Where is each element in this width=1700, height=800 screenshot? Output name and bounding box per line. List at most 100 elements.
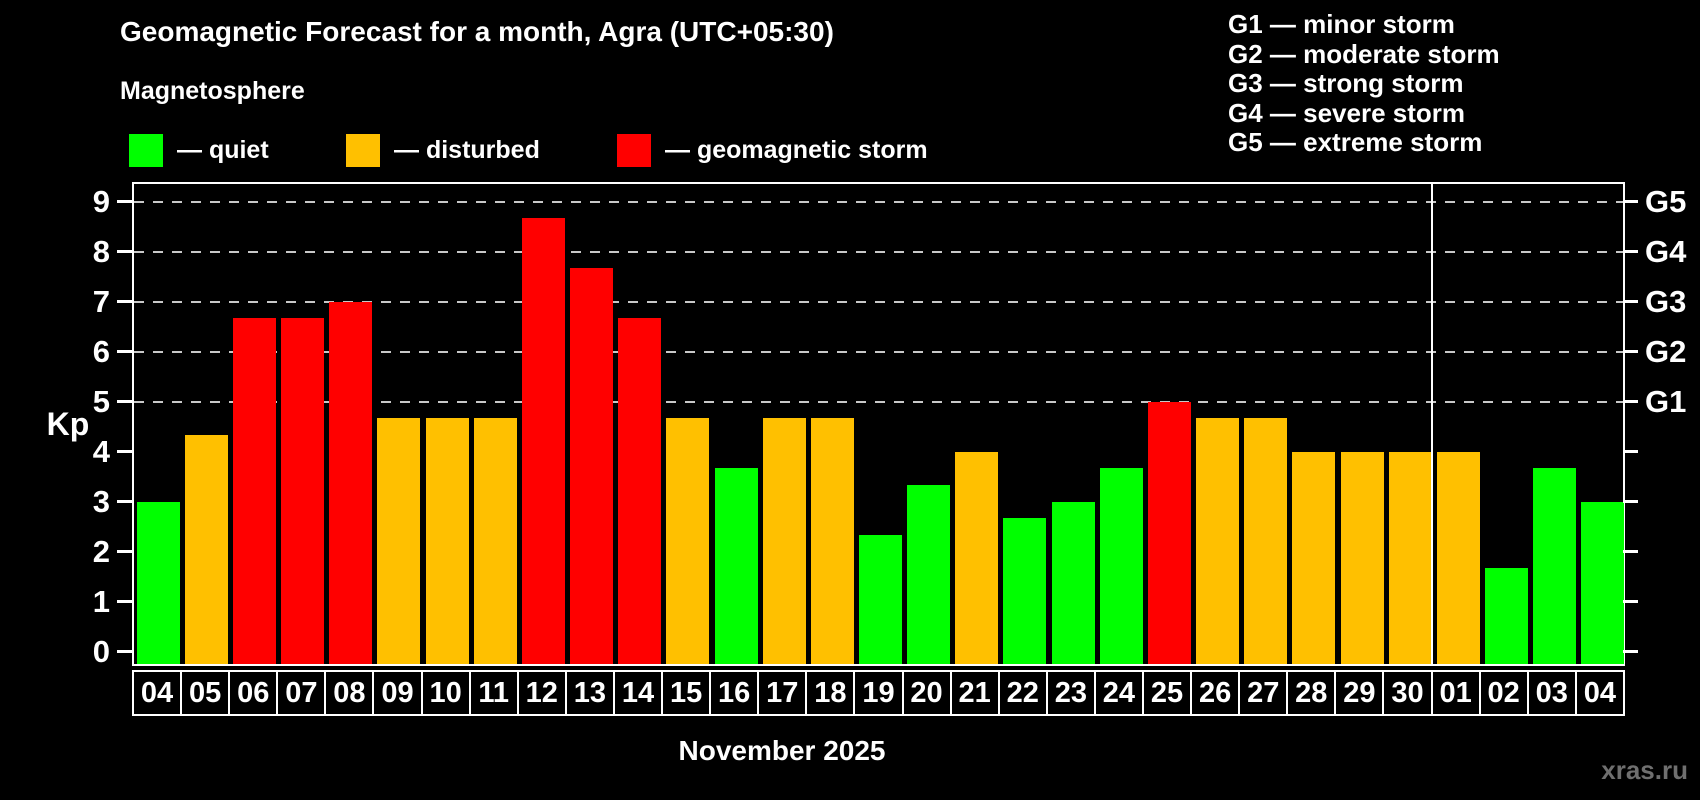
legend-item-quiet: — quiet (129, 134, 269, 167)
bar-day-17 (762, 418, 806, 664)
g-scale-legend: G1 — minor storm G2 — moderate storm G3 … (1228, 9, 1500, 158)
y-tick-label-5: 5 (92, 383, 110, 419)
bar-day-10 (425, 418, 469, 664)
right-axis-tick (1623, 400, 1638, 404)
day-label-20: 20 (901, 670, 952, 716)
bar-day-29 (1340, 451, 1384, 664)
g1-legend-line: G1 — minor storm (1228, 9, 1455, 39)
day-label-28: 28 (1286, 670, 1337, 716)
right-axis-tick (1623, 650, 1638, 654)
y-tick-label-4: 4 (92, 433, 110, 469)
day-label-01: 01 (1430, 670, 1481, 716)
bar-day-03 (1533, 468, 1577, 664)
bar-day-21 (955, 451, 999, 664)
day-label-12: 12 (516, 670, 567, 716)
bar-day-19 (859, 535, 902, 664)
day-label-07: 07 (276, 670, 327, 716)
bar-day-09 (377, 418, 421, 664)
legend-label-disturbed: — disturbed (394, 136, 540, 164)
month-label: November 2025 (678, 735, 886, 766)
y-tick-label-1: 1 (92, 583, 110, 619)
g3-legend-line: G3 — strong storm (1228, 68, 1464, 99)
grid-line-kp7 (134, 300, 1623, 303)
y-axis-tick (117, 250, 132, 254)
y-axis-tick (117, 600, 132, 604)
g4-legend-line: G4 — severe storm (1228, 97, 1466, 128)
day-label-05: 05 (180, 670, 231, 716)
plot-frame (132, 182, 1625, 666)
bar-day-20 (907, 485, 951, 664)
right-axis-tick (1623, 300, 1638, 304)
right-axis-tick (1623, 200, 1638, 204)
g2-legend-line: G2 — moderate storm (1228, 38, 1500, 69)
day-label-30: 30 (1382, 670, 1433, 716)
day-label-11: 11 (468, 670, 519, 716)
day-label-10: 10 (420, 670, 471, 716)
bar-day-22 (1003, 518, 1047, 664)
y-axis-tick (117, 500, 132, 504)
day-label-04: 04 (132, 670, 183, 716)
y-tick-label-3: 3 (92, 483, 110, 519)
y-tick-label-2: 2 (92, 533, 110, 569)
y-axis-tick (117, 650, 132, 654)
day-label-09: 09 (372, 670, 423, 716)
right-axis-tick (1623, 450, 1638, 454)
y-tick-label-9: 9 (92, 183, 110, 219)
bar-day-13 (570, 268, 614, 664)
g-level-label-g2: G2 (1645, 333, 1687, 369)
g-level-label-g5: G5 (1645, 183, 1687, 219)
day-label-04: 04 (1574, 670, 1625, 716)
day-label-25: 25 (1141, 670, 1193, 716)
bar-day-23 (1051, 501, 1095, 664)
y-tick-label-8: 8 (92, 233, 110, 269)
y-axis-tick (117, 550, 132, 554)
day-label-17: 17 (757, 670, 808, 716)
y-tick-label-0: 0 (92, 633, 110, 669)
bar-day-02 (1485, 568, 1529, 664)
bar-day-04 (136, 501, 180, 664)
day-label-16: 16 (709, 670, 760, 716)
g-level-label-g1: G1 (1645, 383, 1687, 419)
bar-day-05 (184, 435, 228, 664)
watermark: xras.ru (1601, 755, 1688, 785)
day-label-15: 15 (661, 670, 712, 716)
g-level-label-g3: G3 (1645, 283, 1687, 319)
right-axis-tick (1623, 350, 1638, 354)
y-axis-label: Kp (46, 406, 90, 442)
bar-day-16 (714, 468, 758, 664)
y-tick-label-7: 7 (92, 283, 110, 319)
chart-subtitle: Magnetosphere (120, 77, 305, 105)
bar-day-06 (232, 318, 276, 664)
y-tick-label-6: 6 (92, 333, 110, 369)
day-label-21: 21 (949, 670, 1000, 716)
day-label-03: 03 (1526, 670, 1577, 716)
right-axis-tick (1623, 550, 1638, 554)
day-label-13: 13 (564, 670, 615, 716)
right-axis-tick (1623, 600, 1638, 604)
g5-legend-line: G5 — extreme storm (1228, 127, 1483, 158)
legend-label-quiet: — quiet (177, 136, 269, 164)
day-label-22: 22 (997, 670, 1048, 716)
bar-day-14 (618, 318, 662, 664)
day-label-02: 02 (1478, 670, 1529, 716)
bar-day-26 (1196, 418, 1240, 664)
bar-day-30 (1388, 451, 1432, 664)
bar-day-28 (1292, 451, 1336, 664)
legend-item-disturbed: — disturbed (346, 134, 540, 167)
day-label-19: 19 (853, 670, 904, 716)
y-axis-tick (117, 350, 132, 354)
day-label-14: 14 (612, 670, 664, 716)
day-label-23: 23 (1045, 670, 1096, 716)
bar-day-27 (1244, 418, 1288, 664)
legend-item-storm: — geomagnetic storm (617, 134, 928, 167)
day-label-24: 24 (1093, 670, 1144, 716)
right-axis-tick (1623, 500, 1638, 504)
day-label-08: 08 (324, 670, 375, 716)
bar-day-01 (1436, 451, 1480, 664)
grid-line-kp6 (134, 350, 1623, 353)
bar-day-07 (281, 318, 325, 664)
bar-day-24 (1099, 468, 1143, 664)
legend-label-storm: — geomagnetic storm (665, 136, 928, 164)
g-level-label-g4: G4 (1645, 233, 1687, 269)
